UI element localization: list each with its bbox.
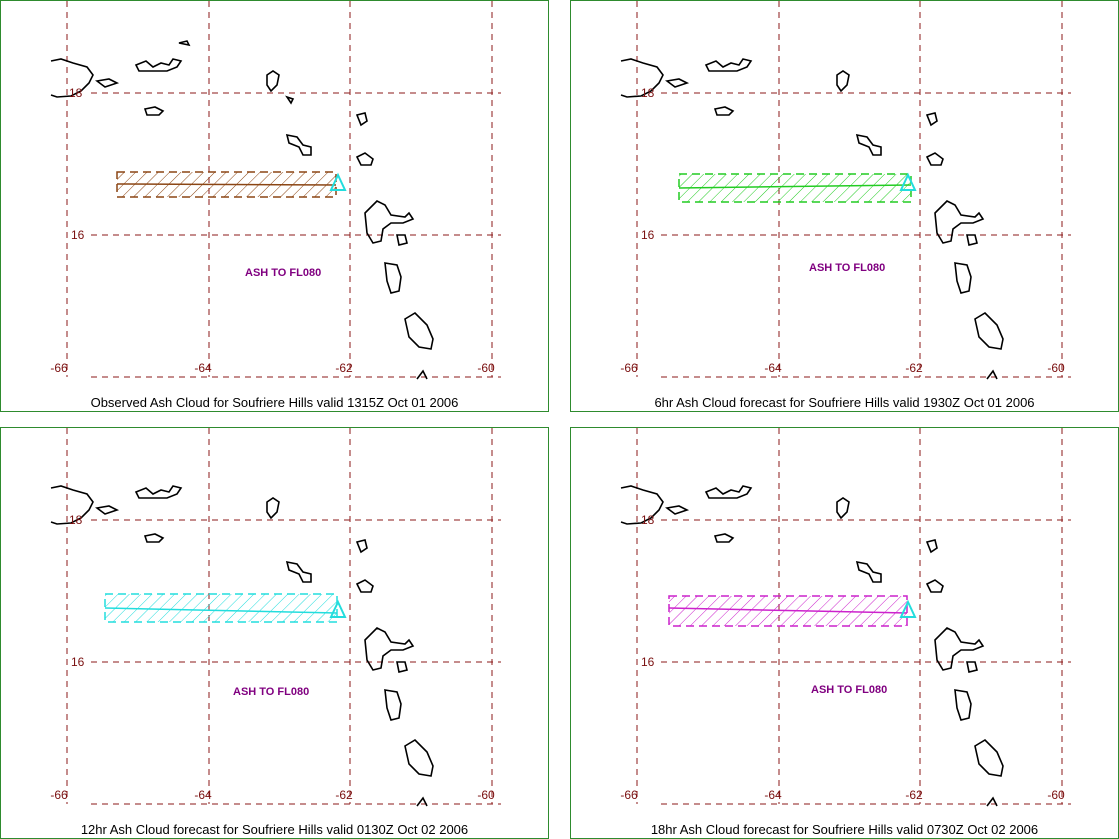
lon-label-66: -66	[50, 788, 68, 802]
ash-cloud-6hr	[678, 172, 917, 203]
lon-label-60: -60	[1047, 361, 1065, 375]
lat-label-16: 16	[641, 228, 655, 242]
lat-label-18: 18	[69, 86, 83, 100]
map-panel-observed: ASH TO FL080 18 16 -66 -64 -62 -60 Obser…	[0, 0, 549, 412]
ash-label: ASH TO FL080	[245, 267, 321, 279]
ash-label: ASH TO FL080	[809, 262, 885, 274]
lat-label-16: 16	[71, 655, 85, 669]
lat-label-18: 18	[69, 513, 83, 527]
volcano-triangle-icon	[329, 172, 347, 191]
lon-label-60: -60	[477, 361, 495, 375]
lon-label-62: -62	[905, 788, 923, 802]
ash-cloud-observed	[116, 171, 347, 198]
lat-label-16: 16	[641, 655, 655, 669]
lat-label-18: 18	[641, 513, 655, 527]
lat-label-18: 18	[641, 86, 655, 100]
map-panel-12hr: ASH TO FL080 18 16 -66 -64 -62 -60 12hr …	[0, 427, 549, 839]
map-panel-18hr: ASH TO FL080 18 16 -66 -64 -62 -60 18hr …	[570, 427, 1119, 839]
map-12hr: ASH TO FL080 18 16 -66 -64 -62 -60	[50, 428, 501, 807]
lon-label-60: -60	[477, 788, 495, 802]
ash-label: ASH TO FL080	[233, 686, 309, 698]
lon-label-64: -64	[764, 788, 782, 802]
lon-label-66: -66	[50, 361, 68, 375]
map-panel-6hr: ASH TO FL080 18 16 -66 -64 -62 -60 6hr A…	[570, 0, 1119, 412]
lon-label-66: -66	[620, 361, 638, 375]
lon-label-62: -62	[335, 361, 353, 375]
panel-caption: 6hr Ash Cloud forecast for Soufriere Hil…	[654, 395, 1035, 410]
map-18hr: ASH TO FL080 18 16 -66 -64 -62 -60	[620, 428, 1071, 807]
lat-label-16: 16	[71, 228, 85, 242]
map-6hr: ASH TO FL080 18 16 -66 -64 -62 -60	[620, 1, 1071, 380]
ash-cloud-18hr	[668, 595, 917, 627]
lon-label-62: -62	[905, 361, 923, 375]
lon-label-64: -64	[764, 361, 782, 375]
ash-cloud-12hr	[104, 593, 347, 623]
volcano-triangle-icon	[899, 599, 917, 618]
lon-label-62: -62	[335, 788, 353, 802]
lon-label-66: -66	[620, 788, 638, 802]
lon-label-64: -64	[194, 361, 212, 375]
lon-label-60: -60	[1047, 788, 1065, 802]
map-observed: ASH TO FL080 18 16 -66 -64 -62 -60	[50, 1, 501, 380]
panel-caption: 18hr Ash Cloud forecast for Soufriere Hi…	[650, 822, 1039, 837]
volcano-triangle-icon	[899, 172, 917, 191]
panel-caption: Observed Ash Cloud for Soufriere Hills v…	[90, 395, 459, 410]
lon-label-64: -64	[194, 788, 212, 802]
panel-caption: 12hr Ash Cloud forecast for Soufriere Hi…	[80, 822, 469, 837]
ash-label: ASH TO FL080	[811, 684, 887, 696]
volcano-triangle-icon	[329, 599, 347, 618]
